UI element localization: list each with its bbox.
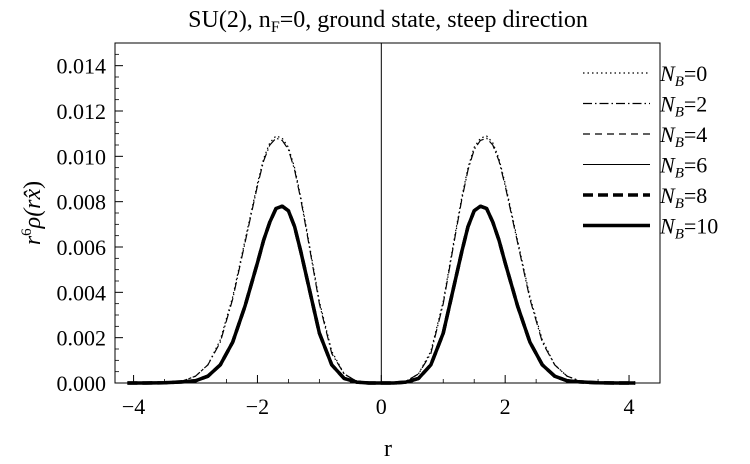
legend-label: NB=6 [659, 153, 707, 182]
legend-label-value: =4 [684, 122, 707, 147]
legend-label-sub: B [675, 196, 684, 212]
chart-title-rest: =0, ground state, steep direction [280, 7, 588, 33]
legend-label-sub: B [675, 166, 684, 182]
y-tick-label: 0.010 [57, 144, 107, 169]
chart-title-main: SU(2), n [188, 7, 271, 33]
legend-label: NB=0 [659, 61, 707, 90]
legend-label: NB=4 [659, 122, 707, 151]
y-axis-label-rho: ρ(r [20, 199, 46, 230]
chart-title: SU(2), nF=0, ground state, steep directi… [188, 7, 588, 36]
legend-label: NB=10 [659, 214, 718, 243]
legend-label-sub: B [675, 227, 684, 243]
y-axis-label-exponent: 6 [19, 228, 35, 236]
legend-label: NB=8 [659, 183, 707, 212]
legend-label-n: N [659, 153, 676, 178]
legend-label-n: N [659, 61, 676, 86]
legend: NB=0NB=2NB=4NB=6NB=8NB=10 [583, 61, 718, 243]
series-layer [127, 135, 636, 385]
x-axis-label: r [384, 436, 392, 462]
series-line-nb10 [127, 204, 636, 385]
legend-label-sub: B [675, 74, 684, 90]
y-tick-label: 0.002 [57, 326, 107, 351]
plot-frame [114, 42, 661, 384]
y-axis-label-close: ) [20, 181, 46, 189]
x-tick-label: 0 [376, 394, 387, 419]
legend-label-sub: B [675, 105, 684, 121]
x-tick-label: 4 [624, 394, 635, 419]
y-axis-label-r: r [20, 235, 46, 245]
y-axis-label: r6ρ(rx̂) [19, 181, 46, 245]
x-axis: −4 −2 0 2 4 [122, 375, 635, 419]
legend-label-sub: B [675, 135, 684, 151]
y-tick-label: 0.014 [57, 54, 107, 79]
y-tick-label: 0.008 [57, 190, 107, 215]
plot-border [114, 42, 661, 384]
x-tick-label: −4 [122, 394, 145, 419]
chart-title-subscript: F [271, 19, 280, 36]
legend-label-n: N [659, 214, 676, 239]
y-tick-label: 0.006 [57, 235, 107, 260]
y-axis-label-xhat: x̂ [20, 188, 46, 200]
y-tick-label: 0.000 [57, 371, 107, 396]
x-tick-label: 2 [500, 394, 511, 419]
legend-label-n: N [659, 92, 676, 117]
legend-label-value: =10 [684, 214, 718, 239]
y-tick-label: 0.012 [57, 99, 107, 124]
legend-label: NB=2 [659, 92, 707, 121]
legend-label-n: N [659, 183, 676, 208]
legend-label-n: N [659, 122, 676, 147]
legend-label-value: =0 [684, 61, 707, 86]
y-tick-label: 0.004 [57, 280, 107, 305]
x-tick-label: −2 [246, 394, 269, 419]
legend-label-value: =2 [684, 92, 707, 117]
legend-label-value: =8 [684, 183, 707, 208]
legend-label-value: =6 [684, 153, 707, 178]
y-axis: 0.000 0.002 0.004 0.006 0.008 0.010 0.012 0.014 [57, 54, 123, 396]
